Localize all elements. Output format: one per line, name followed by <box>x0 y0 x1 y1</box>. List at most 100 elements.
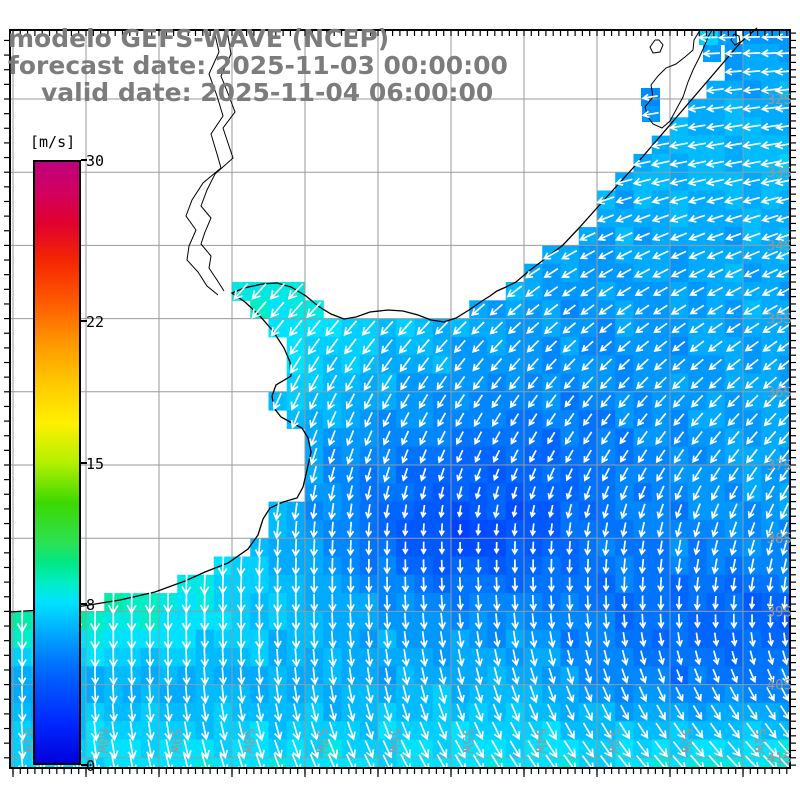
wind-arrow <box>309 557 319 576</box>
wind-arrow <box>456 703 466 722</box>
wind-arrow <box>327 410 337 429</box>
wind-arrow <box>727 394 740 408</box>
wind-arrow <box>781 595 788 611</box>
wind-arrow <box>365 721 374 741</box>
wind-arrow <box>346 558 355 575</box>
wind-arrow <box>656 704 666 721</box>
wind-arrow <box>454 739 466 759</box>
wind-arrow <box>382 412 392 428</box>
wind-arrow <box>602 577 610 592</box>
wind-arrow <box>651 232 669 242</box>
wind-arrow <box>723 122 743 132</box>
wind-arrow <box>308 374 320 393</box>
wind-arrow <box>489 321 504 335</box>
wind-arrow <box>760 49 779 58</box>
wind-arrow <box>760 177 779 187</box>
wind-arrow <box>673 413 685 426</box>
wind-arrow <box>673 431 685 445</box>
coastline <box>9 27 758 613</box>
wind-arrow <box>326 356 338 374</box>
wind-arrow <box>109 703 118 723</box>
wind-arrow <box>747 558 756 575</box>
wind-arrow <box>742 86 760 95</box>
wind-arrow <box>383 594 391 612</box>
wind-arrow <box>765 503 775 520</box>
wind-arrow <box>365 503 373 520</box>
wind-arrow <box>545 394 557 409</box>
lon-label: 57W <box>313 728 329 754</box>
wind-arrow <box>438 594 446 612</box>
wind-arrow <box>669 159 688 168</box>
wind-arrow <box>493 541 500 555</box>
wind-arrow <box>489 303 504 316</box>
wind-arrow <box>401 504 409 519</box>
wind-arrow <box>724 159 743 168</box>
wind-arrow <box>689 286 705 296</box>
wind-arrow <box>564 395 575 408</box>
wind-arrow <box>618 394 631 409</box>
wind-arrow <box>365 685 374 704</box>
wind-arrow <box>291 611 301 631</box>
wind-arrow <box>474 685 484 704</box>
wind-arrow <box>420 523 427 537</box>
lon-label: 52W <box>678 728 694 754</box>
wind-arrow <box>328 540 337 557</box>
wind-arrow <box>670 286 687 297</box>
wind-arrow <box>705 86 724 95</box>
wind-arrow <box>346 503 354 520</box>
wind-arrow <box>529 486 536 501</box>
wind-arrow <box>456 577 464 593</box>
wind-arrow <box>672 358 686 371</box>
wind-arrow <box>691 722 704 739</box>
wind-arrow <box>566 559 573 574</box>
wind-arrow <box>364 612 374 631</box>
lagoon <box>730 33 741 46</box>
wind-arrow <box>614 232 633 242</box>
wind-arrow <box>601 449 611 464</box>
wind-arrow <box>652 304 668 315</box>
wind-arrow <box>618 412 630 427</box>
wind-arrow <box>347 703 356 723</box>
wind-arrow <box>760 196 779 205</box>
wind-arrow <box>255 667 264 686</box>
wind-arrow <box>310 503 318 520</box>
wind-arrow <box>109 685 118 705</box>
wind-arrow <box>510 468 519 482</box>
wind-arrow <box>456 630 465 649</box>
colorbar-tick-label: 8 <box>86 595 96 614</box>
wind-arrow <box>273 666 283 686</box>
wind-arrow <box>781 632 789 647</box>
wind-arrow <box>600 740 613 758</box>
wind-arrow <box>743 322 760 334</box>
wind-arrow <box>272 392 282 411</box>
wind-arrow <box>561 267 578 278</box>
wind-arrow <box>327 484 336 502</box>
wind-arrow <box>309 465 318 484</box>
wind-arrow <box>669 214 688 223</box>
wind-arrow <box>692 449 703 464</box>
wind-arrow <box>566 577 574 593</box>
wind-arrow <box>345 393 356 410</box>
wind-arrow <box>474 612 483 630</box>
wind-arrow <box>438 703 448 723</box>
wind-arrow <box>528 431 538 445</box>
wind-arrow <box>328 557 337 575</box>
wind-arrow <box>419 594 428 612</box>
lagoon <box>644 29 713 129</box>
wind-arrow <box>473 721 484 741</box>
colorbar-tick <box>81 320 87 323</box>
wind-arrow <box>90 702 100 723</box>
wind-arrow <box>566 613 574 630</box>
wind-arrow <box>402 523 409 537</box>
wind-arrow <box>272 502 282 521</box>
wind-arrow <box>601 413 611 426</box>
wind-arrow <box>365 558 373 575</box>
wind-arrow <box>674 521 683 538</box>
wind-arrow <box>456 648 465 667</box>
wind-arrow <box>690 376 704 390</box>
wind-arrow <box>653 322 668 334</box>
wind-arrow <box>620 540 628 556</box>
wind-arrow <box>656 467 666 482</box>
wind-arrow <box>416 320 431 336</box>
wind-arrow <box>346 485 354 502</box>
